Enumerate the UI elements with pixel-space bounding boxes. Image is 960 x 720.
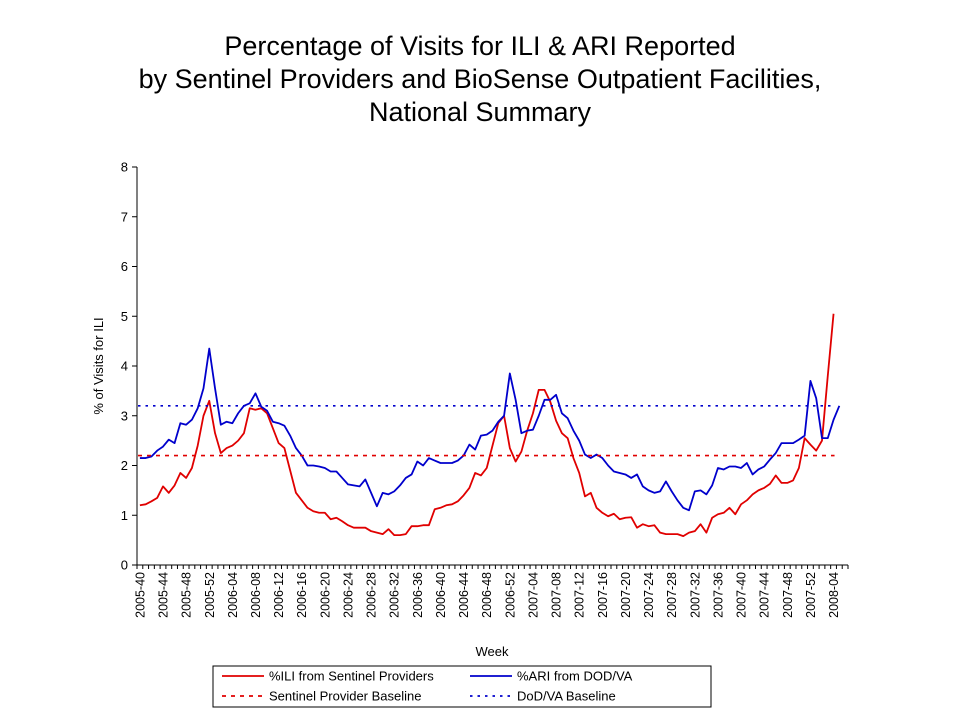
x-tick-label: 2007-44: [758, 572, 772, 618]
x-axis: 2005-40 2005-44 2005-48 2005-52 2006-04 2006-…: [133, 564, 849, 618]
y-tick-label: 4: [121, 359, 128, 374]
x-tick-label: 2007-36: [711, 572, 725, 618]
y-tick-label: 5: [121, 309, 128, 324]
x-tick-label: 2006-52: [503, 572, 517, 618]
y-axis: 0 1 2 3 4 5 6 7 8: [121, 160, 138, 573]
x-tick-label: 2007-08: [550, 572, 564, 618]
plot-area: [138, 313, 841, 538]
legend: %ILI from Sentinel Providers %ARI from DO…: [212, 665, 712, 708]
series-line-ari-dodva: [139, 347, 841, 512]
y-tick-label: 1: [121, 508, 128, 523]
x-tick-label: 2006-04: [226, 572, 240, 618]
x-tick-label: 2007-32: [688, 572, 702, 618]
y-tick-label: 6: [121, 259, 128, 274]
x-tick-label: 2006-36: [411, 572, 425, 618]
x-tick-label: 2006-48: [480, 572, 494, 618]
x-tick-label: 2005-40: [133, 572, 147, 618]
x-tick-label: 2006-16: [295, 572, 309, 618]
x-tick-label: 2005-48: [180, 572, 194, 618]
y-tick-label: 7: [121, 209, 128, 224]
y-axis-label: % of Visits for ILI: [91, 317, 106, 414]
y-tick-label: 2: [121, 458, 128, 473]
x-tick-label: 2006-32: [388, 572, 402, 618]
legend-label: Sentinel Provider Baseline: [269, 689, 421, 704]
x-axis-label: Week: [476, 644, 509, 659]
x-tick-label: 2007-12: [573, 572, 587, 618]
x-tick-label: 2006-40: [434, 572, 448, 618]
x-tick-label: 2007-24: [642, 572, 656, 618]
y-tick-label: 3: [121, 408, 128, 423]
y-tick-label: 0: [121, 558, 128, 573]
y-tick-label: 8: [121, 160, 128, 175]
x-tick-label: 2006-20: [318, 572, 332, 618]
series-line-ili-sentinel: [139, 313, 835, 538]
x-tick-label: 2006-28: [365, 572, 379, 618]
x-tick-label: 2007-16: [596, 572, 610, 618]
x-tick-label: 2007-28: [665, 572, 679, 618]
x-tick-label: 2006-12: [272, 572, 286, 618]
legend-label: %ARI from DOD/VA: [517, 669, 633, 684]
x-tick-label: 2007-52: [804, 572, 818, 618]
x-tick-label: 2006-24: [341, 572, 355, 618]
legend-label: DoD/VA Baseline: [517, 689, 616, 704]
x-tick-label: 2005-52: [203, 572, 217, 618]
x-tick-label: 2007-40: [735, 572, 749, 618]
chart-title-line-3: National Summary: [368, 97, 592, 127]
x-tick-label: 2007-20: [619, 572, 633, 618]
legend-frame: [212, 665, 712, 708]
chart-title-line-2: by Sentinel Providers and BioSense Outpa…: [138, 64, 822, 94]
x-tick-label: 2008-04: [827, 572, 841, 618]
x-tick-label: 2007-48: [781, 572, 795, 618]
legend-label: %ILI from Sentinel Providers: [269, 669, 434, 684]
chart-title-line-1: Percentage of Visits for ILI & ARI Repor…: [224, 31, 736, 61]
x-tick-label: 2006-08: [249, 572, 263, 618]
x-tick-label: 2007-04: [526, 572, 540, 618]
x-tick-label: 2006-44: [457, 572, 471, 618]
x-tick-label: 2005-44: [157, 572, 171, 618]
chart-title: Percentage of Visits for ILI & ARI Repor…: [0, 30, 960, 129]
